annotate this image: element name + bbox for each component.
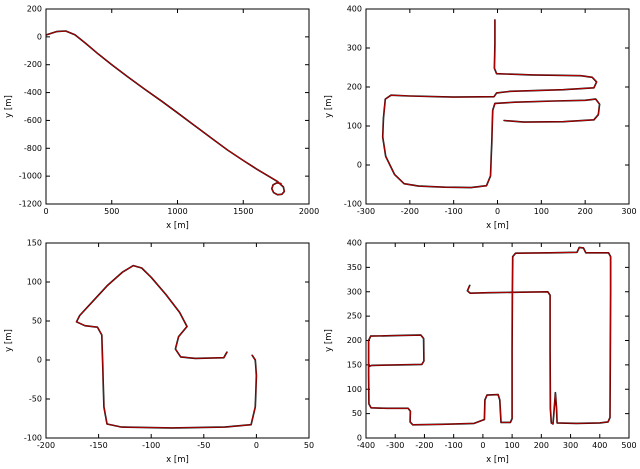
y-tick-label: -200	[24, 60, 42, 69]
x-tick-label: 0	[495, 207, 500, 216]
x-tick-label: 0	[254, 441, 259, 450]
y-tick-label: -1000	[19, 172, 42, 181]
x-tick-label: -300	[386, 441, 404, 450]
x-tick-label: 300	[621, 207, 636, 216]
plot-border	[365, 8, 630, 205]
trajectory-plot-top-left: 0 500 1000 1500 2000 -1200 -1000 -800 -600 -400 -2…	[0, 0, 320, 234]
x-tick-label: 100	[534, 207, 549, 216]
trajectory-black-path	[45, 30, 286, 196]
x-tick-label: -100	[445, 207, 463, 216]
x-tick-label: 500	[621, 441, 636, 450]
y-tick-label: 0	[357, 161, 362, 170]
y-tick-label: 200	[347, 336, 362, 345]
x-axis-label: x [m]	[486, 221, 509, 231]
y-axis-label: y [m]	[324, 95, 334, 118]
x-tick-label: 0	[43, 207, 48, 216]
y-tick-label: 100	[347, 122, 362, 131]
y-tick-label: -600	[24, 116, 42, 125]
x-tick-label: -100	[142, 441, 160, 450]
trajectory-plot-top-right: -300 -200 -100 0 100 200 300 -100 0 100 200 300 400 x…	[320, 0, 640, 234]
y-tick-label: 400	[347, 5, 362, 14]
y-tick-label: 200	[347, 83, 362, 92]
trajectory-plot-bottom-left: -200 -150 -100 -50 0 50 -100 -50 0 50 100 150 x [m] y…	[0, 234, 320, 469]
x-tick-label: 1000	[167, 207, 187, 216]
x-tick-label: 50	[304, 441, 314, 450]
trajectory-plot-bottom-right: -400 -300 -200 -100 0 100 200 300 400 500 0 50 100 15…	[320, 234, 640, 469]
trajectory-black-path	[367, 246, 612, 426]
x-tick-label: 500	[104, 207, 119, 216]
y-tick-label: 150	[27, 239, 42, 248]
plot-canvas: 0 500 1000 1500 2000-1200-1000-800-600-400-2…	[4, 5, 319, 232]
x-tick-label: -200	[37, 441, 55, 450]
y-axis-label: y [m]	[4, 95, 14, 118]
y-tick-label: -100	[24, 434, 42, 443]
y-tick-label: 0	[37, 356, 42, 365]
x-tick-label: -50	[197, 441, 210, 450]
plot-canvas: -300 -200 -100 0 100 200 300 -100 0 100 200 300 400 x…	[324, 5, 637, 232]
y-tick-label: 300	[347, 44, 362, 53]
x-tick-label: 300	[563, 441, 578, 450]
trajectory-red-path	[46, 30, 285, 196]
x-tick-label: -100	[445, 441, 463, 450]
plot-canvas: -200 -150 -100 -50 0 50 -100 -50 0 50 100 150 x [m] y…	[4, 239, 314, 466]
y-tick-label: 0	[357, 434, 362, 443]
plot-canvas: -400 -300 -200 -100 0 100 200 300 400 500 0 50 100 15…	[324, 239, 637, 466]
plot-border	[45, 8, 310, 205]
y-tick-label: 50	[352, 409, 362, 418]
trajectory-red-path	[368, 246, 612, 426]
y-tick-label: -400	[24, 88, 42, 97]
y-tick-label: 250	[347, 312, 362, 321]
x-tick-label: 1500	[233, 207, 253, 216]
x-axis-label: x [m]	[486, 455, 509, 465]
y-tick-label: 0	[37, 32, 42, 41]
y-tick-label: 100	[347, 385, 362, 394]
y-tick-label: -50	[29, 395, 42, 404]
x-tick-label: 100	[504, 441, 519, 450]
y-tick-label: 150	[347, 360, 362, 369]
y-tick-label: -800	[24, 144, 42, 153]
y-tick-label: 300	[347, 287, 362, 296]
x-axis-label: x [m]	[166, 221, 189, 231]
plot-border	[45, 242, 310, 439]
x-tick-label: -200	[415, 441, 433, 450]
x-tick-label: 2000	[299, 207, 319, 216]
x-tick-label: -200	[401, 207, 419, 216]
y-tick-label: 200	[27, 5, 42, 14]
y-tick-label: 100	[27, 278, 42, 287]
y-tick-label: 400	[347, 239, 362, 248]
y-tick-label: 50	[32, 317, 42, 326]
x-tick-label: -400	[357, 441, 375, 450]
x-tick-label: 0	[480, 441, 485, 450]
y-axis-label: y [m]	[4, 329, 14, 352]
trajectory-red-path	[76, 265, 257, 429]
y-axis-label: y [m]	[324, 329, 334, 352]
y-tick-label: -100	[344, 200, 362, 209]
x-tick-label: -300	[357, 207, 375, 216]
trajectory-red-path	[382, 19, 601, 189]
x-tick-label: 200	[578, 207, 593, 216]
x-axis-label: x [m]	[166, 455, 189, 465]
x-tick-label: -150	[90, 441, 108, 450]
x-tick-label: 200	[534, 441, 549, 450]
y-tick-label: -1200	[19, 200, 42, 209]
x-tick-label: 400	[592, 441, 607, 450]
y-tick-label: 350	[347, 263, 362, 272]
